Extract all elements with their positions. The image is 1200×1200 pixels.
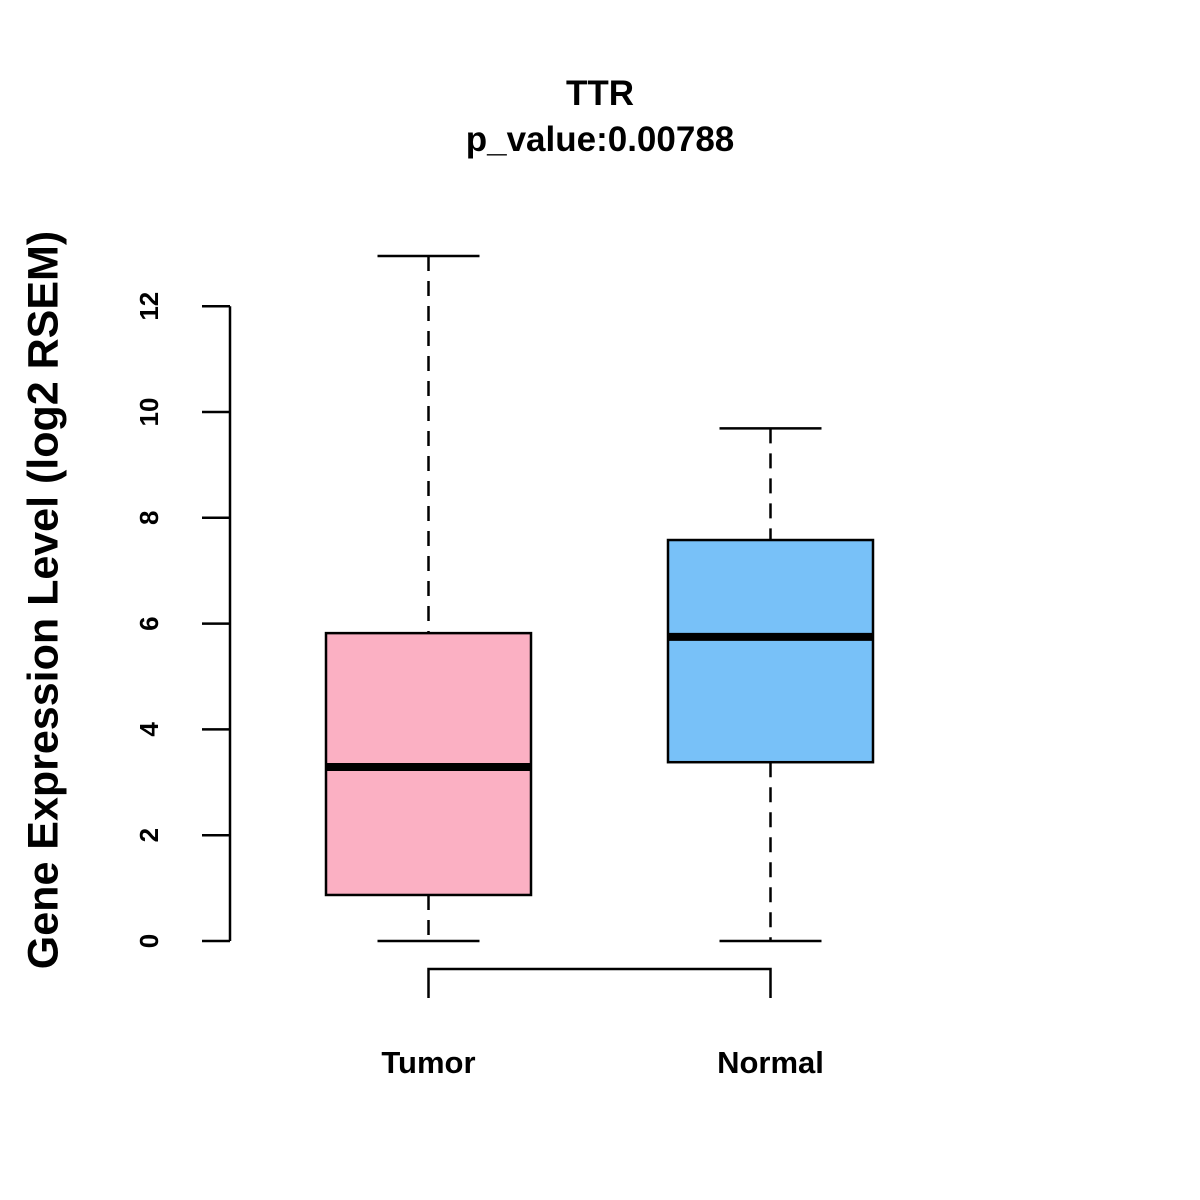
y-axis-label: Gene Expression Level (log2 RSEM) [19,231,67,969]
box-tumor [324,254,533,943]
category-label-tumor: Tumor [381,1045,475,1080]
category-labels: Tumor Normal [381,1045,823,1080]
iqr-box [666,538,875,764]
box-normal [666,427,875,943]
y-tick-label: 12 [134,292,164,321]
y-tick-label: 4 [134,722,164,737]
boxes [324,254,875,943]
bracket-line [427,967,772,998]
category-label-normal: Normal [717,1045,824,1080]
y-tick-label: 10 [134,398,164,427]
y-tick-label: 8 [134,511,164,525]
chart-subtitle: p_value:0.00788 [466,120,735,159]
y-tick-label: 6 [134,616,164,630]
y-tick-label: 2 [134,828,164,842]
comparison-bracket [427,967,772,998]
chart-title: TTR [566,74,634,113]
y-axis: 0 2 4 6 8 10 12 [134,292,232,948]
y-tick-label: 0 [134,934,164,948]
